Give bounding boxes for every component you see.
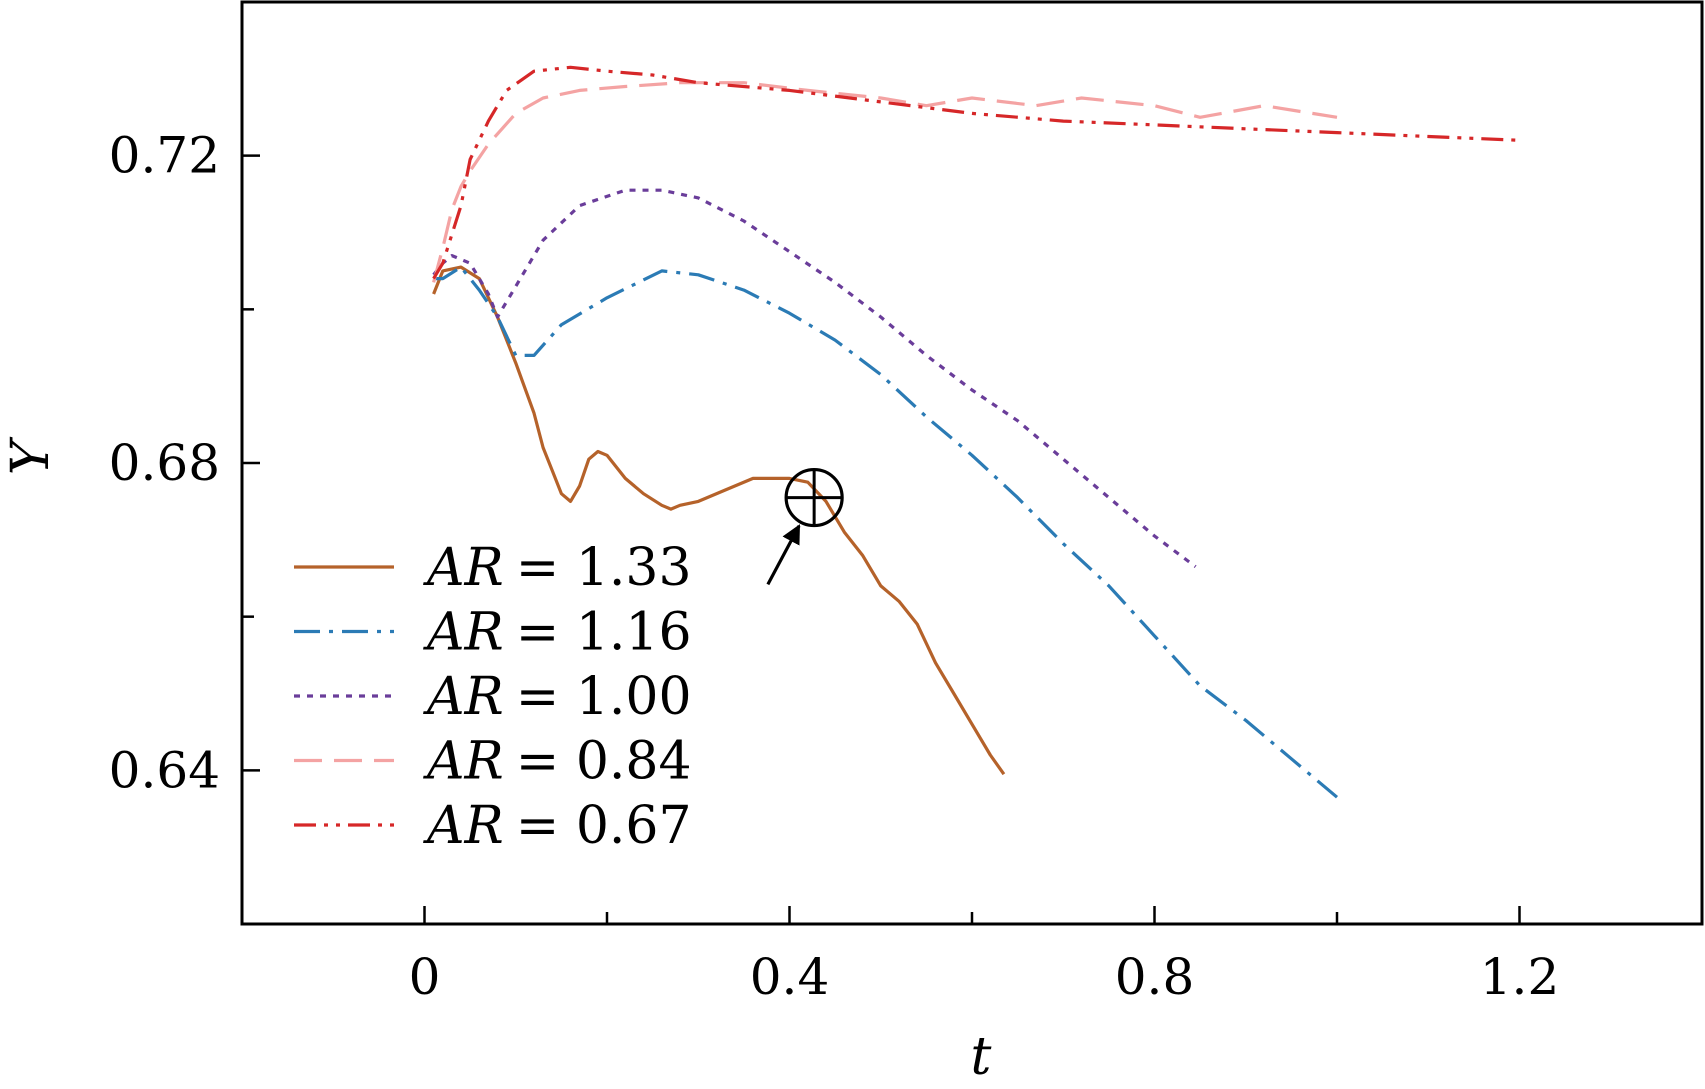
legend-label-prefix: AR — [423, 603, 504, 663]
legend-label: AR = 0.84 — [423, 732, 692, 792]
series-line-3 — [432, 188, 1197, 568]
legend-label-prefix: AR — [423, 732, 504, 792]
y-axis-label: Y — [1, 436, 61, 475]
legend-label-value: = 1.16 — [516, 603, 692, 663]
legend-label-value: = 0.84 — [516, 732, 692, 792]
legend-label-prefix: AR — [423, 667, 504, 727]
legend-label-prefix: AR — [423, 796, 504, 856]
legend-label: AR = 0.67 — [423, 796, 692, 856]
y-tick-label: 0.72 — [109, 127, 220, 185]
annotation-arrow — [766, 524, 801, 586]
legend-label-value: = 1.33 — [516, 538, 692, 598]
x-tick-label: 0.4 — [750, 948, 830, 1006]
series-layer — [432, 65, 1520, 799]
tick-layer: 0 0.4 0.8 1.2 0.64 0.68 0.72 — [109, 127, 1560, 1006]
series-line-5 — [432, 65, 1520, 280]
legend-label: AR = 1.33 — [423, 538, 692, 598]
y-tick-label: 0.64 — [109, 741, 220, 799]
series-line-1 — [432, 265, 1006, 776]
legend-label-value: = 0.67 — [516, 796, 692, 856]
legend-entry: AR = 1.16 — [294, 603, 692, 663]
series-line-2 — [433, 265, 1339, 799]
legend-entry: AR = 0.67 — [294, 796, 692, 856]
x-tick-label: 1.2 — [1480, 948, 1560, 1006]
legend-entry: AR = 0.84 — [294, 732, 692, 792]
legend-entry: AR = 1.00 — [294, 667, 692, 727]
legend-label-prefix: AR — [423, 538, 504, 598]
y-tick-label: 0.68 — [109, 434, 220, 492]
x-tick-label: 0 — [409, 948, 441, 1006]
legend-label: AR = 1.00 — [423, 667, 692, 727]
legend-label-value: = 1.00 — [516, 667, 692, 727]
legend-entry: AR = 1.33 — [294, 538, 692, 598]
series-line-4 — [432, 81, 1338, 283]
x-tick-label: 0.8 — [1115, 948, 1195, 1006]
x-axis-label: t — [971, 1027, 992, 1087]
crossed-circle-marker — [784, 467, 844, 528]
legend-label: AR = 1.16 — [423, 603, 692, 663]
annotation-layer — [766, 467, 844, 586]
